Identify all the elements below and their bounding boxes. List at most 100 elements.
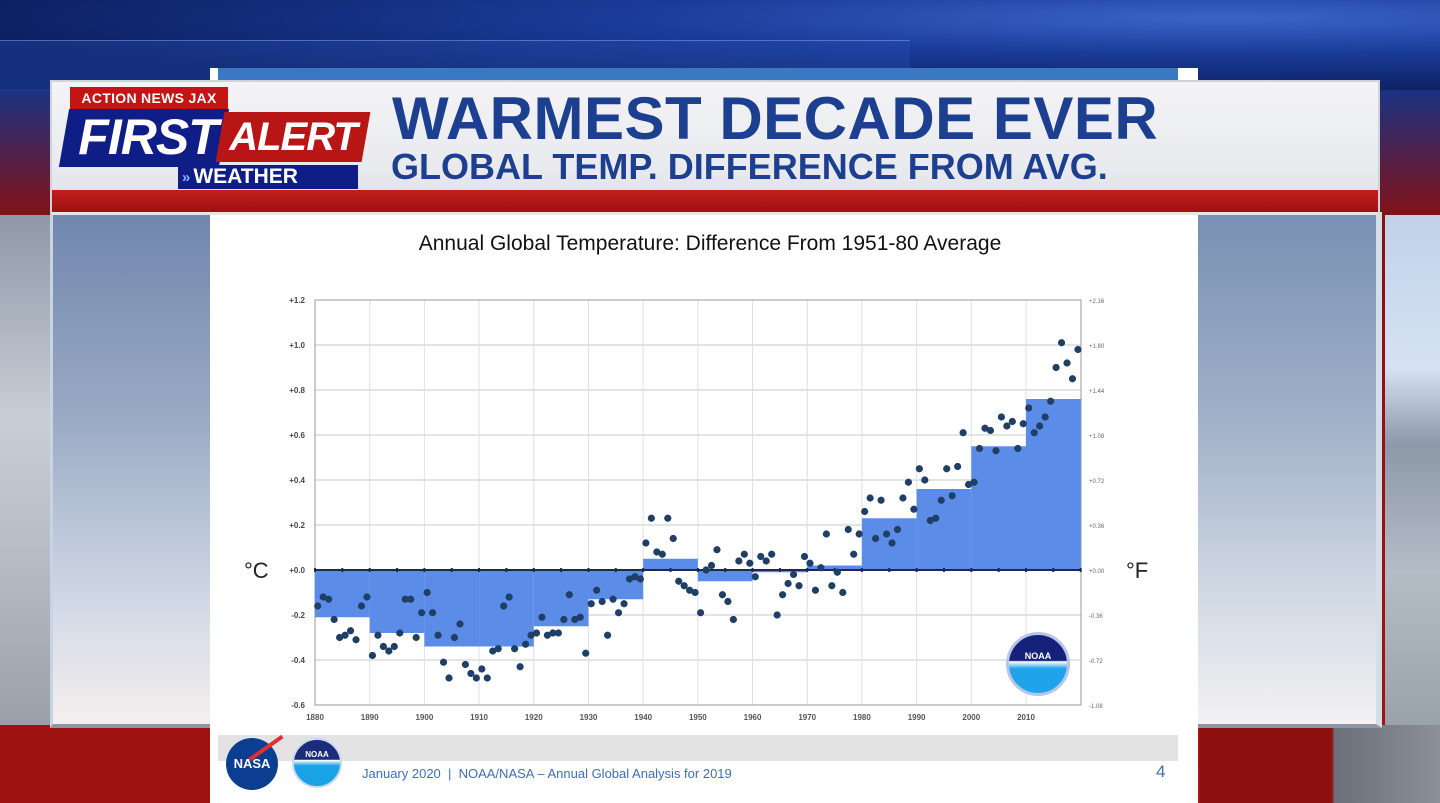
x-tick-label: 1960	[744, 713, 762, 722]
annual-point	[604, 631, 612, 639]
banner-underline	[52, 212, 1378, 215]
background-bottom-right	[1200, 725, 1440, 803]
y-tick-label-c: -0.2	[291, 611, 305, 620]
annual-point	[385, 647, 393, 655]
annual-point	[1019, 420, 1027, 428]
noaa-logo	[292, 738, 342, 788]
annual-point	[412, 633, 420, 642]
annual-point	[428, 609, 437, 617]
double-chevron-icon: »	[182, 169, 191, 186]
annual-point	[516, 663, 524, 671]
annual-point	[336, 633, 344, 642]
y-tick-label-f: -0.72	[1089, 659, 1103, 665]
glass-panel-left	[50, 212, 213, 728]
annual-point	[779, 591, 787, 599]
annual-point	[817, 564, 825, 572]
x-tick-label: 1890	[361, 713, 379, 722]
brand-first: FIRST	[78, 109, 218, 165]
annual-point	[341, 631, 349, 639]
station-name: ACTION NEWS JAX	[70, 87, 228, 109]
annual-point	[707, 561, 716, 570]
plot-frame	[314, 299, 1082, 706]
annual-point	[511, 645, 519, 653]
noaa-logo-text: NOAA	[305, 750, 329, 759]
decade-bar	[424, 570, 480, 647]
annual-point	[964, 480, 973, 489]
annual-point	[937, 496, 945, 504]
annual-point	[500, 602, 508, 610]
noaa-logo-chart-text: NOAA	[1024, 651, 1052, 661]
annual-point	[751, 573, 759, 581]
annual-point	[374, 631, 382, 639]
annual-point	[1003, 422, 1011, 430]
brand-alert: ALERT	[229, 115, 358, 159]
y-tick-label-f: +1.80	[1089, 344, 1105, 350]
annual-point	[762, 557, 770, 565]
annual-point	[357, 602, 366, 610]
brand-weather: » WEATHER	[178, 165, 358, 189]
x-tick-label: 1920	[525, 713, 543, 722]
annual-point	[363, 593, 371, 601]
annual-point	[576, 613, 584, 621]
y-tick-label-c: +0.6	[289, 431, 305, 440]
annual-point	[565, 591, 573, 599]
annual-point	[1041, 413, 1049, 421]
annual-point	[768, 550, 776, 558]
y-tick-label-f: +1.08	[1089, 434, 1105, 440]
annual-point	[784, 579, 792, 588]
x-tick-label: 1990	[908, 713, 926, 722]
annual-point	[461, 660, 470, 669]
y-axis-label-left: °C	[244, 558, 269, 583]
annual-point	[390, 642, 398, 651]
glass-panel-right	[1198, 212, 1382, 728]
subheadline: GLOBAL TEMP. DIFFERENCE FROM AVG.	[391, 146, 1108, 187]
annual-point	[1025, 404, 1033, 412]
annual-point	[992, 447, 1000, 455]
y-tick-label-f: +0.36	[1089, 524, 1105, 530]
annual-point	[959, 429, 967, 437]
banner-red-stripe	[52, 190, 1378, 212]
annual-point	[593, 586, 601, 594]
annual-point	[505, 593, 513, 601]
annual-point	[691, 588, 699, 597]
annual-point	[1047, 397, 1055, 405]
annual-point	[915, 465, 923, 473]
annual-point	[521, 640, 530, 648]
x-tick-label: 2000	[962, 713, 980, 722]
annual-point	[855, 530, 863, 538]
annual-point	[554, 629, 562, 637]
annual-point	[653, 548, 661, 556]
annual-point	[434, 631, 442, 639]
annual-point	[686, 586, 694, 594]
annual-point	[478, 665, 486, 673]
y-tick-label-f: -1.08	[1089, 704, 1103, 710]
annual-point	[877, 496, 885, 504]
annual-point	[926, 516, 934, 525]
annual-point	[975, 444, 984, 453]
annual-point	[882, 530, 891, 538]
slide-top-bar	[218, 68, 1178, 82]
y-tick-label-c: +0.2	[289, 521, 305, 530]
annual-point	[407, 595, 415, 603]
annual-point	[560, 615, 568, 624]
annual-point	[828, 582, 836, 590]
y-tick-label-f: +0.72	[1089, 479, 1105, 485]
y-tick-label-f: +2.16	[1089, 299, 1105, 305]
decade-bar	[1026, 399, 1081, 570]
annual-point	[527, 631, 535, 639]
x-tick-label: 1930	[580, 713, 598, 722]
annual-point	[871, 534, 880, 543]
y-tick-label-c: -0.6	[291, 701, 305, 710]
y-tick-label-c: +1.0	[289, 341, 305, 350]
annual-point	[587, 600, 595, 608]
x-tick-label: 1950	[689, 713, 707, 722]
annual-point	[724, 597, 732, 606]
annual-point	[735, 557, 743, 565]
annual-point	[658, 550, 666, 558]
annual-point	[800, 552, 809, 561]
annual-point	[319, 593, 327, 601]
annual-point	[795, 582, 803, 590]
annual-point	[866, 494, 874, 502]
annual-point	[352, 636, 360, 644]
y-tick-label-f: +0.00	[1089, 569, 1105, 575]
